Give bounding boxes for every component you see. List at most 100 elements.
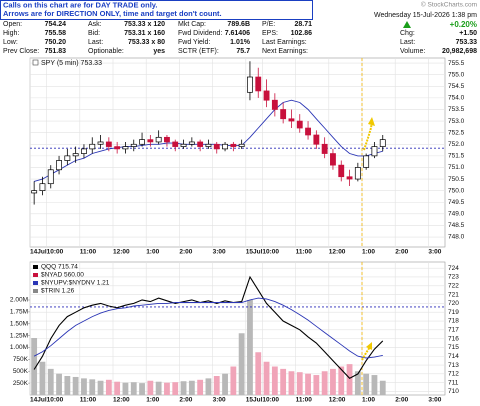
panel-frame	[29, 261, 446, 396]
y-tick-label: 750.0	[448, 187, 465, 194]
quote-label: High:	[3, 30, 19, 37]
note-line: Arrows are for DIRECTION ONLY, time and …	[3, 9, 222, 18]
note-box	[0, 0, 313, 20]
x-tick-label: 2:00	[395, 397, 408, 404]
volume-bar	[338, 366, 345, 395]
volume-bar	[155, 381, 162, 395]
candle-body	[205, 143, 212, 147]
quote-value: 753.33 x 80	[128, 39, 165, 46]
candle-body	[56, 160, 62, 171]
x-tick-label: 14Jul	[30, 249, 47, 256]
volume-bar	[321, 371, 328, 395]
y-tick-label: 1.00M	[10, 344, 28, 351]
candle-body	[164, 136, 170, 143]
quote-value: 75.7	[236, 48, 250, 55]
quote-value: 750.20	[45, 39, 67, 46]
y-tick-label: 1.50M	[10, 320, 28, 327]
quote-label: Last Earnings:	[262, 39, 307, 46]
volume-bar	[247, 300, 253, 395]
candle-body	[321, 143, 328, 154]
volume-bar	[56, 373, 62, 395]
candle-body	[346, 176, 353, 180]
y-tick-label: 500K	[13, 368, 29, 375]
candle-body	[371, 146, 378, 157]
candle-body	[188, 141, 195, 145]
volume-bar	[197, 379, 204, 395]
x-tick-label: 3:00	[428, 397, 441, 404]
candle-body	[280, 109, 287, 120]
y-tick-label: 1.75M	[10, 309, 28, 316]
volume-label: Volume:	[400, 48, 425, 55]
candle-body	[114, 146, 121, 150]
y-tick-label: 753.0	[448, 118, 465, 125]
y-tick-label: 250K	[13, 380, 29, 387]
y-tick-label: 1.25M	[10, 332, 28, 339]
candle-body	[39, 183, 46, 191]
x-tick-label: 1:00	[362, 249, 375, 256]
legend-label: $TRIN 1.26	[41, 288, 75, 295]
candle-body	[238, 143, 245, 147]
y-tick-label: 748.5	[448, 222, 465, 229]
quote-value: 753.31 x 160	[124, 30, 165, 37]
x-tick-label: 12:00	[113, 397, 130, 404]
volume-bar	[72, 376, 79, 395]
volume-bar	[47, 368, 54, 395]
volume-bar	[147, 380, 154, 395]
candle-body	[255, 76, 262, 92]
x-tick-label: 10:00	[262, 397, 279, 404]
quote-label: Next Earnings:	[262, 48, 308, 55]
legend-label: $NYUPV:$NYDNV 1.21	[41, 280, 110, 287]
volume-bar	[222, 373, 228, 395]
candle-body	[172, 141, 179, 147]
x-tick-label: 11:00	[80, 397, 97, 404]
legend-swatch	[33, 289, 38, 293]
legend-swatch	[33, 273, 38, 277]
legend-swatch	[33, 281, 38, 285]
quote-label: EPS:	[262, 30, 278, 37]
quote-value: 28.71	[294, 21, 312, 28]
volume-bar	[114, 381, 121, 395]
quote-label: Bid:	[88, 30, 100, 37]
y-tick-label: 752.0	[448, 141, 465, 148]
quote-value: 1.01%	[230, 39, 251, 46]
candle-body	[213, 143, 220, 150]
y-tick-label: 750.5	[448, 176, 465, 183]
quote-table: Open: 754.24 Ask: 753.33 x 120 Mkt Cap: 789.6…	[3, 21, 312, 55]
x-tick-label: 11:00	[80, 249, 97, 256]
candle-body	[338, 164, 345, 178]
y-tick-label: 713	[448, 362, 459, 369]
candle-body	[155, 136, 162, 143]
last-value: 753.33	[456, 39, 478, 46]
x-tick-label: 2:00	[179, 397, 192, 404]
y-tick-label: 724	[448, 265, 459, 272]
quote-label: SCTR (ETF):	[178, 48, 219, 55]
y-tick-label: 717	[448, 327, 459, 334]
quote-value: 102.86	[291, 30, 313, 37]
quote-value: 751.83	[45, 48, 67, 55]
volume-value: 20,982,698	[442, 48, 477, 55]
x-tick-label: 12:00	[329, 397, 346, 404]
y-tick-label: 754.0	[448, 95, 465, 102]
volume-bar	[188, 380, 195, 395]
quote-value: 789.6B	[227, 21, 250, 28]
candle-body	[180, 143, 187, 147]
volume-bar	[230, 366, 237, 395]
quote-label: Last:	[88, 39, 103, 46]
quote-label: P/E:	[262, 21, 275, 28]
volume-bar	[280, 368, 287, 395]
candle-body	[288, 118, 295, 122]
y-tick-label: 714	[448, 353, 459, 360]
candle-body	[222, 143, 228, 150]
volume-bar	[313, 375, 320, 395]
y-tick-label: 752.5	[448, 129, 465, 136]
candle-body	[47, 169, 54, 185]
x-tick-label: 3:00	[213, 397, 226, 404]
quote-label: Ask:	[88, 21, 102, 28]
y-tick-label: 755.5	[448, 60, 465, 67]
volume-bar	[97, 380, 104, 395]
volume-bar	[363, 373, 370, 395]
quote-value: 7.61406	[225, 30, 250, 37]
last-label: Last:	[400, 39, 415, 46]
candle-body	[72, 153, 79, 157]
